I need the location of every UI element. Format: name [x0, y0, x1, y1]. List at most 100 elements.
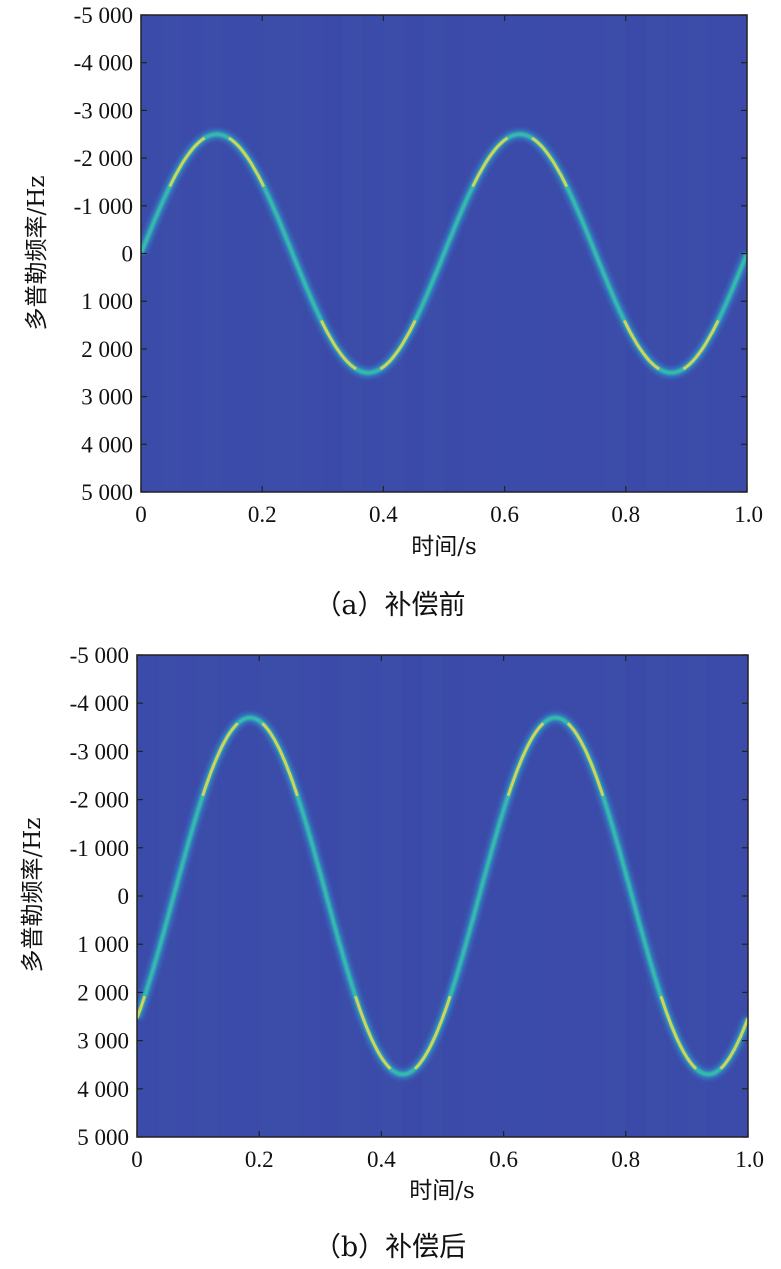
heat-band: [322, 15, 343, 492]
x-tick-label: 0.6: [489, 1147, 518, 1172]
x-tick-label: 0.4: [369, 502, 398, 527]
x-ticks-b: 0 0.2 0.4 0.6 0.8 1.0: [131, 655, 764, 1172]
panel-a: -5 000 -4 000 -3 000 -2 000 -1 000 0 1 000 2 00…: [24, 3, 763, 621]
doppler-curve-peak: [168, 136, 720, 371]
heat-band: [504, 15, 525, 492]
heatmap-b: [137, 655, 748, 1137]
y-tick-label: 1 000: [77, 932, 129, 957]
heat-band: [646, 15, 667, 492]
y-tick-label: 0: [118, 884, 130, 909]
y-tick-label: 3 000: [77, 1029, 129, 1054]
heat-band: [262, 15, 283, 492]
x-tick-label: 1.0: [734, 502, 763, 527]
y-tick-label: 2 000: [81, 337, 133, 362]
plot-area-b: [137, 655, 748, 1137]
x-tick-label: 0: [131, 1147, 143, 1172]
heat-band: [444, 15, 465, 492]
heat-band: [605, 15, 626, 492]
heat-band: [545, 15, 566, 492]
heat-band: [666, 15, 687, 492]
y-tick-label: -5 000: [70, 643, 129, 668]
heat-band: [706, 15, 727, 492]
caption-a: （a）补偿前: [314, 590, 465, 621]
heat-band: [544, 655, 565, 1137]
x-tick-label: 0.8: [611, 1147, 640, 1172]
y-tick-label: 2 000: [77, 980, 129, 1005]
heat-band: [564, 655, 586, 1137]
heat-band: [523, 655, 545, 1137]
heat-band: [259, 655, 280, 1137]
y-tick-label: -1 000: [74, 194, 133, 219]
y-ticks-a: -5 000 -4 000 -3 000 -2 000 -1 000 0 1 000 2 00…: [74, 3, 747, 505]
x-tick-label: 0.2: [245, 1147, 274, 1172]
y-tick-label: -4 000: [74, 51, 133, 76]
heat-band: [181, 15, 202, 492]
heat-band: [422, 655, 443, 1137]
y-tick-label: 5 000: [81, 480, 133, 505]
x-ticks-a: 0 0.2 0.4 0.6 0.8 1.0: [135, 15, 763, 527]
heat-band: [483, 655, 504, 1137]
heat-band: [686, 655, 708, 1137]
x-axis-label-a: 时间/s: [411, 534, 477, 560]
panel-b: -5 000 -4 000 -3 000 -2 000 -1 000 0 1 000 2 00…: [20, 643, 764, 1263]
heat-band: [363, 15, 384, 492]
y-axis-label-a: 多普勒频率/Hz: [24, 176, 50, 331]
heatmap-a: [141, 15, 747, 492]
heat-band: [361, 655, 382, 1137]
x-tick-label: 0.6: [490, 502, 519, 527]
heat-band: [201, 15, 222, 492]
heat-band: [161, 15, 182, 492]
heat-band: [726, 15, 747, 492]
doppler-curve-peak: [137, 722, 748, 1070]
y-tick-label: 3 000: [81, 385, 133, 410]
x-tick-label: 0.8: [611, 502, 640, 527]
heat-band: [462, 655, 484, 1137]
heat-band: [157, 655, 178, 1137]
heat-band: [503, 655, 524, 1137]
y-tick-label: -1 000: [70, 836, 129, 861]
y-tick-label: 4 000: [77, 1077, 129, 1102]
y-axis-label-b: 多普勒频率/Hz: [20, 818, 46, 973]
heat-band: [484, 15, 505, 492]
y-tick-label: -3 000: [70, 739, 129, 764]
heat-band: [707, 655, 728, 1137]
heat-band: [302, 15, 323, 492]
heat-band: [403, 15, 424, 492]
x-tick-label: 0: [135, 502, 147, 527]
heat-band: [242, 15, 263, 492]
heat-band: [221, 15, 242, 492]
x-tick-label: 1.0: [735, 1147, 764, 1172]
x-axis-label-b: 时间/s: [409, 1178, 475, 1204]
heat-band: [177, 655, 199, 1137]
heat-band: [727, 655, 748, 1137]
heat-band: [141, 15, 162, 492]
heat-band: [383, 15, 404, 492]
y-tick-label: -3 000: [74, 98, 133, 123]
heat-band: [401, 655, 423, 1137]
y-tick-label: 1 000: [81, 289, 133, 314]
y-ticks-b: -5 000 -4 000 -3 000 -2 000 -1 000 0 1 000 2 00…: [70, 643, 748, 1150]
y-tick-label: 0: [122, 242, 134, 267]
heat-band: [464, 15, 485, 492]
y-tick-label: -2 000: [74, 146, 133, 171]
heat-band: [299, 655, 321, 1137]
heat-band: [565, 15, 586, 492]
caption-b: （b）补偿后: [314, 1232, 466, 1263]
heat-band: [686, 15, 707, 492]
heat-band: [646, 655, 667, 1137]
heat-band: [381, 655, 402, 1137]
heat-band: [238, 655, 260, 1137]
heat-band: [666, 655, 687, 1137]
heat-band: [442, 655, 463, 1137]
y-tick-label: 5 000: [77, 1125, 129, 1150]
y-tick-label: -2 000: [70, 788, 129, 813]
x-tick-label: 0.4: [367, 1147, 396, 1172]
heat-band: [423, 15, 444, 492]
heat-band: [605, 655, 626, 1137]
heat-band: [585, 655, 606, 1137]
heat-band: [340, 655, 362, 1137]
heat-band: [279, 655, 300, 1137]
heat-band: [625, 15, 646, 492]
y-tick-label: 4 000: [81, 432, 133, 457]
